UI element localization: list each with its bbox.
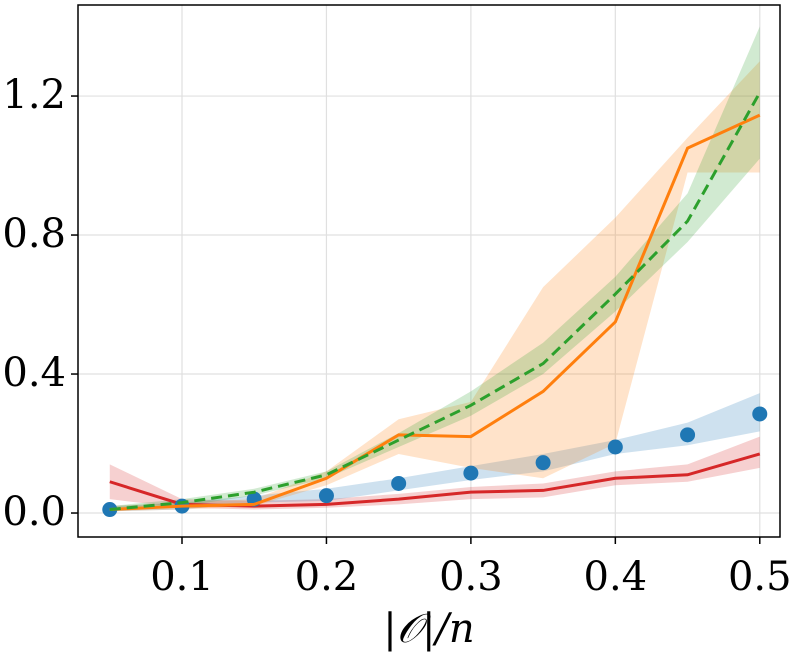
x-tick-label: 0.1 (150, 554, 214, 600)
data-point (391, 475, 407, 491)
y-tick-label: 0.8 (2, 211, 66, 257)
series-line (109, 91, 762, 512)
x-tick-label: 0.4 (584, 554, 648, 600)
data-point (463, 465, 479, 481)
plot-frame (77, 4, 781, 538)
y-tick-label: 0.4 (2, 350, 66, 396)
x-tick-label: 0.3 (439, 554, 503, 600)
x-tick-label: 0.2 (295, 554, 359, 600)
data-point (318, 488, 334, 504)
data-point (607, 439, 623, 455)
data-point (680, 427, 696, 443)
x-tick-label: 0.5 (728, 554, 792, 600)
data-point (752, 406, 768, 422)
y-tick-label: 1.2 (2, 72, 66, 118)
y-tick-label: 0.0 (2, 489, 66, 535)
confidence-band (109, 26, 760, 512)
x-axis-label: |𝒪|/n (383, 606, 474, 652)
series-line (109, 113, 761, 512)
data-point (535, 455, 551, 471)
data-point (102, 502, 118, 518)
confidence-band (109, 61, 760, 512)
